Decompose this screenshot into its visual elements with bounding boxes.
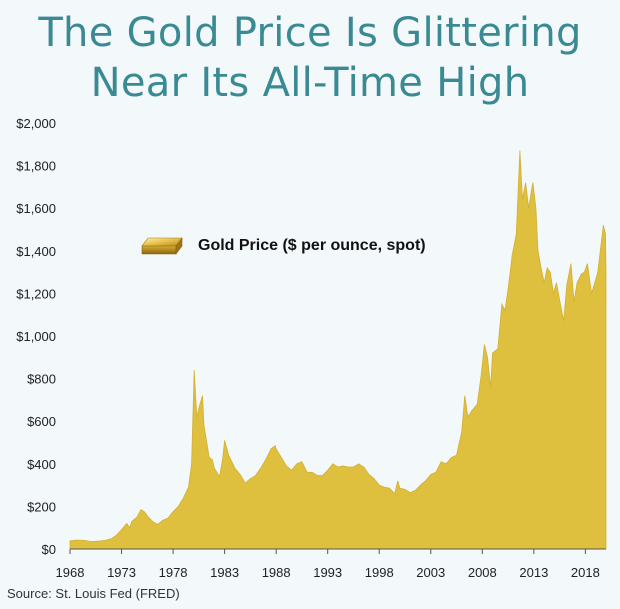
y-tick-label: $200 bbox=[27, 499, 56, 514]
x-tick-label: 2018 bbox=[571, 565, 600, 580]
y-tick-label: $1,800 bbox=[16, 159, 56, 174]
y-tick-label: $600 bbox=[27, 414, 56, 429]
y-tick-label: $1,600 bbox=[16, 201, 56, 216]
gold-bar-icon bbox=[141, 237, 183, 255]
x-tick-label: 1978 bbox=[159, 565, 188, 580]
y-tick-label: $2,000 bbox=[16, 116, 56, 131]
y-axis: $0 $200 $400 $600 $800 $1,000 $1,200 $1,400 $1,6… bbox=[16, 116, 56, 557]
y-tick-label: $0 bbox=[42, 542, 56, 557]
chart-title: The Gold Price Is Glittering Near Its Al… bbox=[0, 8, 620, 108]
y-tick-label: $1,400 bbox=[16, 244, 56, 259]
legend: Gold Price ($ per ounce, spot) bbox=[138, 232, 426, 260]
source-note: Source: St. Louis Fed (FRED) bbox=[7, 586, 180, 601]
gold-price-area bbox=[69, 150, 607, 550]
x-tick-label: 1968 bbox=[56, 565, 85, 580]
y-tick-label: $800 bbox=[27, 372, 56, 387]
x-tick-label: 1998 bbox=[365, 565, 394, 580]
x-tick-label: 1993 bbox=[313, 565, 342, 580]
y-tick-label: $1,200 bbox=[16, 286, 56, 301]
y-tick-label: $400 bbox=[27, 457, 56, 472]
y-tick-label: $1,000 bbox=[16, 329, 56, 344]
x-tick-label: 1983 bbox=[210, 565, 239, 580]
chart-title-line-2: Near Its All-Time High bbox=[90, 60, 530, 106]
x-tick-label: 2003 bbox=[416, 565, 445, 580]
x-tick-label: 1973 bbox=[107, 565, 136, 580]
x-tick-label: 2008 bbox=[468, 565, 497, 580]
x-tick-label: 2013 bbox=[519, 565, 548, 580]
x-axis: 1968 1973 1978 1983 1988 1993 1998 2003 2008 2013… bbox=[56, 549, 600, 580]
x-tick-label: 1988 bbox=[262, 565, 291, 580]
chart-title-line-1: The Gold Price Is Glittering bbox=[38, 10, 582, 56]
legend-label: Gold Price ($ per ounce, spot) bbox=[198, 237, 426, 254]
